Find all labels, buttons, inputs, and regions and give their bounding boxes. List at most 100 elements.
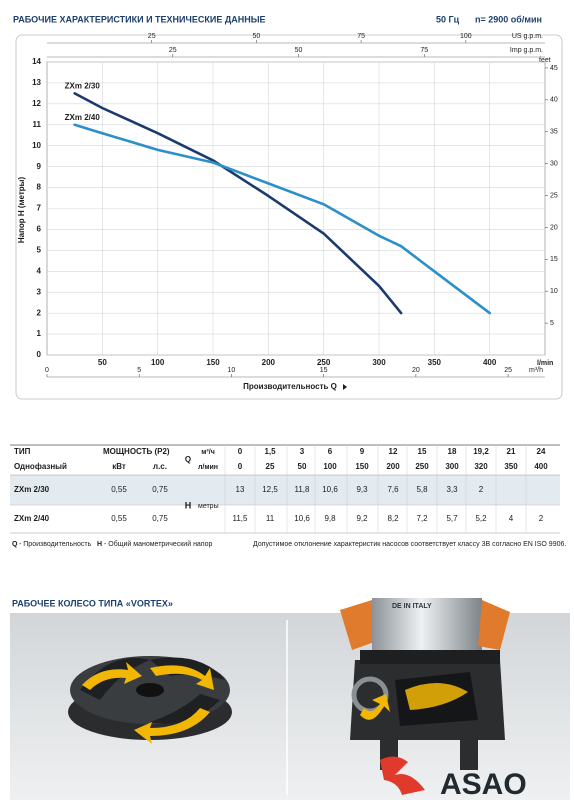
x3-tick-label: 25 [148, 33, 156, 40]
table-cell: 11 [266, 514, 275, 523]
table: ТИП МОЩНОСТЬ (P2)Qм³/ч 0 1,5 3 6 9 12 15 18 19,2 21… [10, 444, 560, 534]
table-header-cell: МОЩНОСТЬ (P2) [103, 447, 170, 456]
y-tick-label: 6 [37, 225, 42, 234]
curve [73, 123, 491, 315]
table-header-cell: 18 [448, 447, 457, 456]
table-header-cell: 150 [355, 462, 369, 471]
table-cell: 7,6 [387, 485, 399, 494]
y-tick-label: 5 [37, 245, 42, 254]
table-cell: 2 [479, 485, 484, 494]
table-cell: H [185, 500, 192, 510]
table-header-cell: 320 [474, 462, 488, 471]
x4-tick-label: 25 [169, 47, 177, 54]
y-tick-label: 10 [32, 141, 41, 150]
table-header-cell: 0 [238, 447, 243, 456]
table-header-cell: 21 [507, 447, 516, 456]
table-header-cell: л/мин [198, 464, 218, 471]
table-header-cell: 15 [418, 447, 427, 456]
x2-tick-label: 10 [228, 367, 236, 374]
table-cell: 4 [509, 514, 514, 523]
table-cell: 0,55 [111, 485, 127, 494]
table-header-cell: 24 [537, 447, 546, 456]
table-header-cell: кВт [112, 462, 126, 471]
curve [73, 92, 403, 315]
x-tick-label: 350 [428, 358, 442, 367]
table-cell: 0,75 [152, 485, 168, 494]
table-cell: 5,8 [416, 485, 428, 494]
table-cell: метры [198, 503, 219, 510]
table-cell: 9,2 [356, 514, 368, 523]
section-title: РАБОЧЕЕ КОЛЕСО ТИПА «VORTEX» [12, 598, 173, 608]
x3-label: US g.p.m. [512, 33, 543, 40]
y2-label: feet [539, 57, 551, 64]
x2-tick-label: 0 [45, 367, 49, 374]
table-header-cell: 3 [300, 447, 305, 456]
x-tick-label: 50 [98, 358, 107, 367]
table-header-cell: 1,5 [264, 447, 276, 456]
y-axis-label: Напор H (метры) [17, 177, 26, 244]
chart-frame [15, 34, 563, 400]
table-cell: 12,5 [262, 485, 278, 494]
table-cell: 3,3 [446, 485, 458, 494]
footnote: Допустимое отклонение характеристик насо… [253, 541, 566, 548]
table-cell: 7,2 [416, 514, 428, 523]
x2-tick-label: 20 [412, 367, 420, 374]
table-header-cell: 0 [238, 462, 243, 471]
table-cell: 11,8 [295, 485, 311, 494]
y2-tick-label: 40 [550, 97, 558, 104]
y-tick-label: 11 [33, 120, 42, 129]
y2-tick-label: 30 [550, 160, 558, 167]
y-tick-label: 14 [32, 57, 41, 66]
x-unit: l/min [537, 360, 553, 367]
table-header-cell: л.с. [153, 462, 167, 471]
table-cell: 0,55 [111, 514, 127, 523]
table-header-cell: ТИП [14, 447, 31, 456]
table-cell: ZXm 2/30 [14, 485, 50, 494]
table-cell: 0,75 [152, 514, 168, 523]
x-tick-label: 300 [372, 358, 386, 367]
x4-tick-label: 50 [295, 47, 303, 54]
y-tick-label: 12 [32, 99, 41, 108]
table-cell: 5,7 [446, 514, 458, 523]
table-header-cell: 9 [360, 447, 365, 456]
arrow [343, 384, 347, 390]
pump-label: DE IN ITALY [392, 603, 432, 610]
y2-tick-label: 20 [550, 224, 558, 231]
y-tick-label: 4 [37, 266, 42, 275]
y-tick-label: 7 [37, 204, 42, 213]
frequency: 50 Гц [436, 14, 460, 24]
x-tick-label: 150 [206, 358, 220, 367]
table-header-cell: 200 [386, 462, 400, 471]
x2-label: m³/h [529, 367, 543, 374]
y-tick-label: 8 [37, 183, 42, 192]
y2-tick-label: 35 [550, 129, 558, 136]
x2-tick-label: 5 [137, 367, 141, 374]
table-header-cell: 400 [534, 462, 548, 471]
logo-mark [380, 756, 425, 795]
y2-tick-label: 15 [550, 256, 558, 263]
table-cell: 9,3 [356, 485, 368, 494]
table-cell: 8,2 [387, 514, 399, 523]
x-axis-label: Производительность Q [243, 382, 337, 391]
table-header-cell: 6 [328, 447, 333, 456]
x4-label: Imp g.p.m. [510, 47, 543, 54]
impeller-image [68, 656, 232, 744]
y-tick-label: 9 [37, 162, 42, 171]
table-header-cell: 50 [298, 462, 307, 471]
table-header-cell: м³/ч [201, 449, 215, 456]
x-tick-label: 250 [317, 358, 331, 367]
y2-tick-label: 10 [550, 288, 558, 295]
y-tick-label: 1 [37, 329, 42, 338]
series-label: ZXm 2/40 [65, 113, 101, 122]
table-cell: 5,2 [475, 514, 487, 523]
table-cell: ZXm 2/40 [14, 514, 50, 523]
table-cell: 10,6 [294, 514, 310, 523]
y2-tick-label: 25 [550, 192, 558, 199]
speed: n= 2900 об/мин [475, 14, 542, 24]
x-tick-label: 400 [483, 358, 497, 367]
x3-tick-label: 50 [253, 33, 261, 40]
x-tick-label: 200 [262, 358, 276, 367]
table-cell: 10,6 [322, 485, 338, 494]
